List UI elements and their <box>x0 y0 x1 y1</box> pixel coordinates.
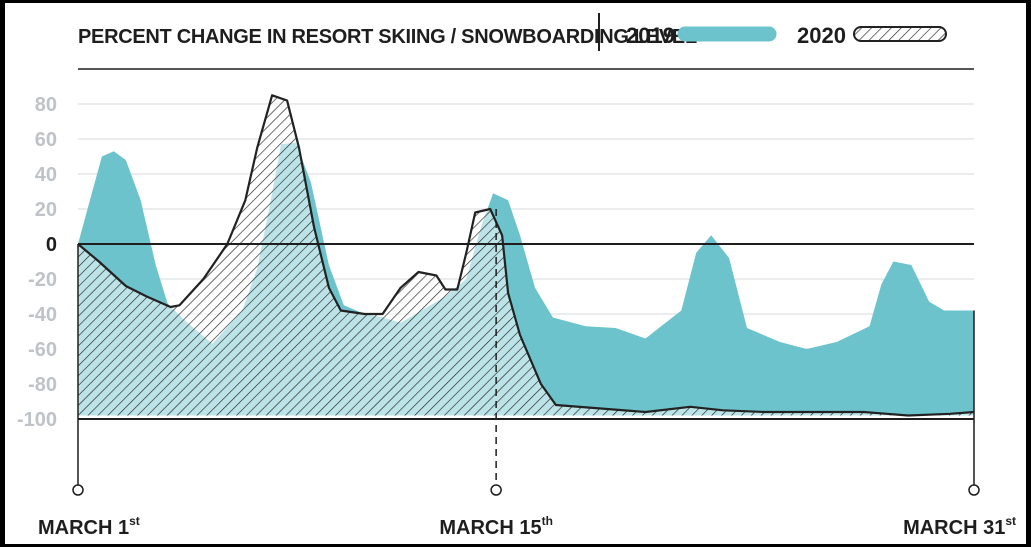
chart-frame: PERCENT CHANGE IN RESORT SKIING / SNOWBO… <box>5 3 1026 544</box>
y-tick-label: 60 <box>35 129 57 151</box>
chart-svg: PERCENT CHANGE IN RESORT SKIING / SNOWBO… <box>17 13 1016 539</box>
x-axis-label: MARCH 15th <box>439 514 553 539</box>
y-axis-ticks: 80 60 40 20 0 -20 -40 -60 -80 -100 <box>17 94 57 431</box>
x-marker-dot <box>72 484 84 496</box>
y-tick-label: -20 <box>28 269 57 291</box>
chart-title: PERCENT CHANGE IN RESORT SKIING / SNOWBO… <box>78 26 697 48</box>
x-axis-labels: MARCH 1st MARCH 15th MARCH 31st <box>38 209 1016 539</box>
y-tick-label: -40 <box>28 304 57 326</box>
y-tick-label: -60 <box>28 339 57 361</box>
legend-swatch-2020 <box>853 26 947 42</box>
legend-label-2019: 2019 <box>626 23 675 48</box>
y-tick-label: 0 <box>46 234 57 256</box>
x-marker-dot <box>490 484 502 496</box>
y-tick-label: 40 <box>35 164 57 186</box>
series-2020-hatch <box>78 95 974 416</box>
y-tick-label: -80 <box>28 374 57 396</box>
x-axis-label: MARCH 31st <box>903 514 1016 539</box>
x-axis-label: MARCH 1st <box>38 514 140 539</box>
x-marker-dot <box>968 484 980 496</box>
series-areas <box>77 94 975 417</box>
y-tick-label: 20 <box>35 199 57 221</box>
y-tick-label: 80 <box>35 94 57 116</box>
series-2020-line <box>77 94 975 417</box>
y-tick-label: -100 <box>17 409 57 431</box>
legend-label-2020: 2020 <box>797 23 846 48</box>
axes <box>78 243 974 420</box>
